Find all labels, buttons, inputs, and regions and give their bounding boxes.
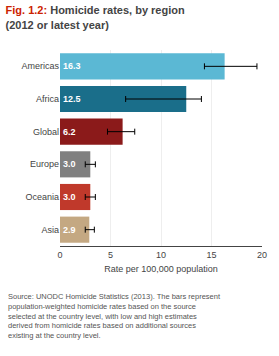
svg-text:Oceania: Oceania: [25, 192, 59, 202]
svg-text:3.0: 3.0: [63, 159, 76, 169]
svg-text:Africa: Africa: [36, 94, 59, 104]
svg-text:3.0: 3.0: [63, 192, 76, 202]
svg-text:Fig. 1.2: Homicide rates, by r: Fig. 1.2: Homicide rates, by region(2012…: [6, 4, 185, 30]
svg-text:6.2: 6.2: [63, 127, 76, 137]
svg-text:20: 20: [257, 250, 267, 260]
svg-text:15: 15: [206, 250, 216, 260]
svg-text:10: 10: [156, 250, 166, 260]
svg-text:Americas: Americas: [21, 61, 59, 71]
svg-text:2.9: 2.9: [63, 225, 76, 235]
svg-text:Global: Global: [33, 127, 59, 137]
svg-text:0: 0: [57, 250, 62, 260]
svg-text:5: 5: [108, 250, 113, 260]
svg-text:Source: UNODC Homicide Statist: Source: UNODC Homicide Statistics (2013)…: [8, 292, 221, 340]
svg-text:12.5: 12.5: [63, 94, 81, 104]
svg-text:Asia: Asia: [41, 225, 59, 235]
svg-text:Rate per 100,000 population: Rate per 100,000 population: [104, 264, 218, 274]
svg-text:16.3: 16.3: [63, 61, 81, 71]
svg-text:Europe: Europe: [30, 159, 59, 169]
